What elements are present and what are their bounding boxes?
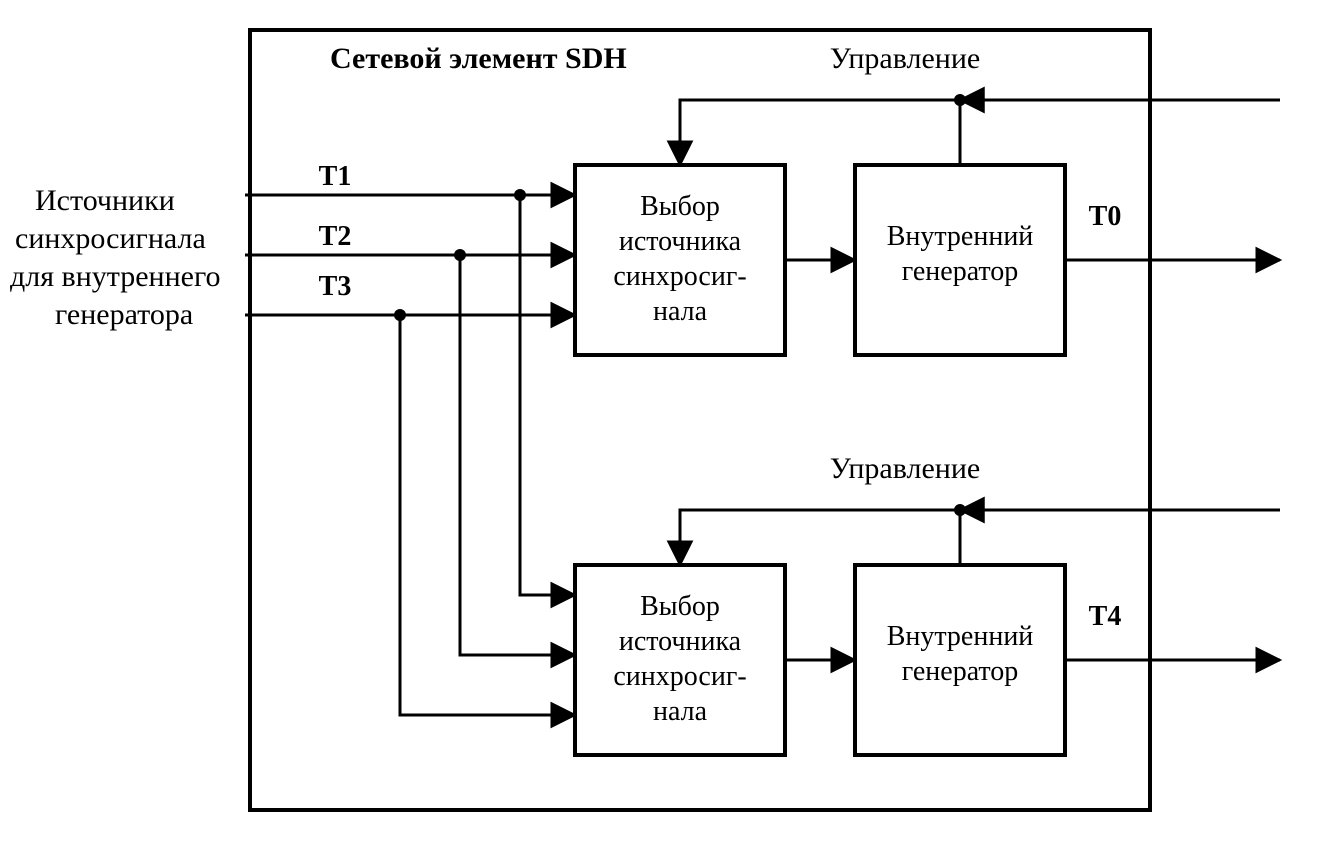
selector-top-line1: Выбор — [640, 191, 720, 222]
junction-j-t1 — [514, 189, 526, 201]
t0-label: T0 — [1089, 201, 1122, 232]
junction-j-t3 — [394, 309, 406, 321]
junction-j-ctrl-bot — [954, 504, 966, 516]
sources-label-line1: Источники — [35, 184, 175, 217]
selector-bottom-line1: Выбор — [640, 591, 720, 622]
selector-top-line4: нала — [653, 296, 708, 327]
junction-j-t2 — [454, 249, 466, 261]
junction-j-ctrl-top — [954, 94, 966, 106]
sources-label-line2: синхросигнала — [15, 222, 206, 255]
t4-label: T4 — [1089, 601, 1122, 632]
sources-label-line3: для внутреннего — [10, 260, 221, 293]
generator-top-line1: Внутренний — [887, 221, 1034, 252]
selector-bottom-line3: синхросиг- — [613, 661, 746, 692]
sources-label-line4: генератора — [55, 298, 193, 331]
generator-top-line2: генератор — [902, 256, 1019, 287]
generator-bottom-line1: Внутренний — [887, 621, 1034, 652]
control-top-label: Управление — [830, 42, 980, 75]
t1-label: T1 — [319, 161, 352, 192]
selector-bottom-line4: нала — [653, 696, 708, 727]
generator-bottom-line2: генератор — [902, 656, 1019, 687]
t2-label: T2 — [319, 221, 352, 252]
outer-title-label: Сетевой элемент SDH — [330, 42, 627, 75]
t3-label: T3 — [319, 271, 352, 302]
selector-bottom-line2: источника — [619, 626, 742, 657]
control-bottom-label: Управление — [830, 452, 980, 485]
selector-top-line2: источника — [619, 226, 742, 257]
selector-top-line3: синхросиг- — [613, 261, 746, 292]
